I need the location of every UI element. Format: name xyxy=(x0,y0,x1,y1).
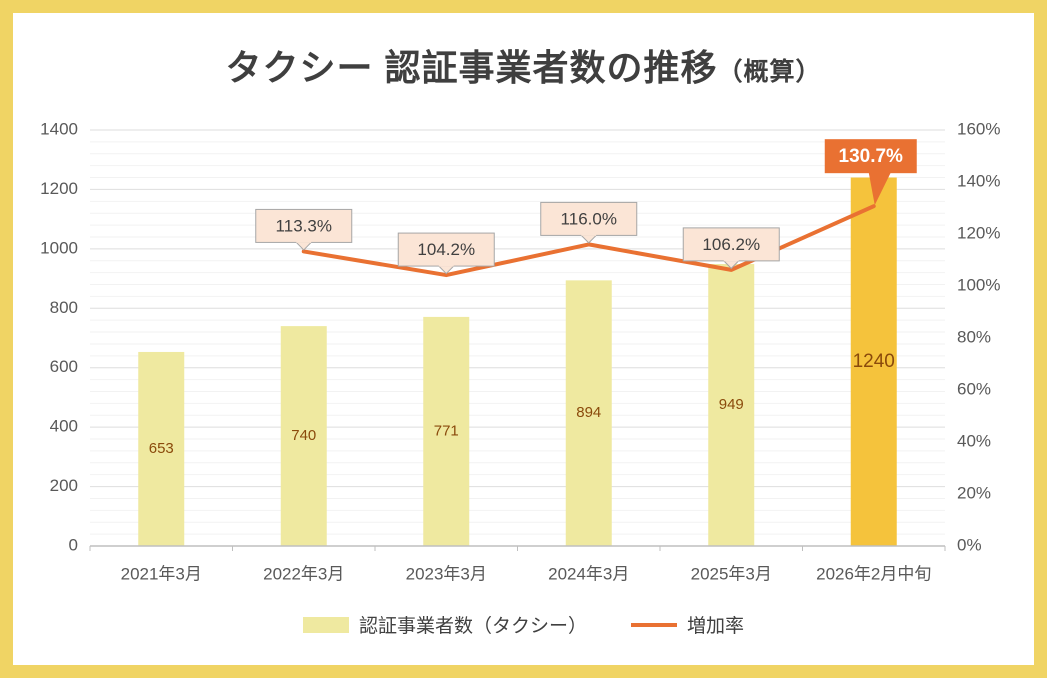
bar-series-label: 認証事業者数（タクシー） xyxy=(358,616,587,637)
right-axis-label: 140% xyxy=(957,171,1000,190)
callout-box xyxy=(824,139,917,174)
right-axis-label: 20% xyxy=(957,483,991,502)
callout-box xyxy=(540,201,638,236)
callout-pointer xyxy=(295,241,313,251)
x-axis-label: 2023年3月 xyxy=(406,564,487,583)
chart-title: タクシー 認証事業者数の推移（概算） xyxy=(13,39,1034,91)
bar-value-label: 653 xyxy=(149,440,174,457)
legend: 認証事業者数（タクシー） 増加率 xyxy=(13,611,1034,638)
bar xyxy=(280,326,327,546)
callout-label: 104.2% xyxy=(417,240,475,259)
x-axis-label: 2026年2月中旬 xyxy=(816,564,931,583)
bar xyxy=(423,316,470,546)
line-series-swatch-icon xyxy=(631,622,677,627)
bar-series-swatch-icon xyxy=(302,616,349,633)
callout-pointer xyxy=(722,259,740,270)
legend-item-bars: 認証事業者数（タクシー） xyxy=(302,611,587,638)
left-axis-label: 1200 xyxy=(40,179,78,198)
callout-label: 116.0% xyxy=(561,209,617,228)
callout-box xyxy=(682,227,780,262)
right-axis-label: 60% xyxy=(957,379,991,398)
right-axis-label: 160% xyxy=(957,119,1000,138)
bar-value-label: 1240 xyxy=(853,351,895,372)
x-axis-label: 2025年3月 xyxy=(691,564,772,583)
chart-title-suffix: （概算） xyxy=(717,58,822,86)
bar xyxy=(138,351,185,546)
left-axis-label: 600 xyxy=(50,357,78,376)
x-axis-label: 2024年3月 xyxy=(548,564,629,583)
callout-join xyxy=(581,233,597,236)
callout-join xyxy=(296,240,312,243)
right-axis-label: 80% xyxy=(957,327,991,346)
x-axis-label: 2022年3月 xyxy=(263,564,344,583)
legend-item-line: 増加率 xyxy=(631,611,744,638)
bar xyxy=(565,280,612,546)
bar-value-label: 894 xyxy=(576,404,601,421)
bar-value-label: 740 xyxy=(291,427,316,444)
callout-label: 130.7% xyxy=(839,146,904,167)
bar-value-label: 949 xyxy=(719,396,744,413)
bar xyxy=(708,264,755,546)
left-axis-label: 800 xyxy=(50,298,78,317)
left-axis-label: 400 xyxy=(50,417,78,436)
bar-value-label: 771 xyxy=(434,422,459,439)
left-axis-label: 1000 xyxy=(40,238,78,257)
left-axis-label: 0 xyxy=(69,535,78,554)
chart-svg: 0 200 400 600 800 1000 1200 1400 0% 20% 40% 60% 80% 1… xyxy=(40,119,1000,583)
right-axis-label: 0% xyxy=(957,535,982,554)
right-axis-label: 120% xyxy=(957,223,1000,242)
callout-join xyxy=(438,264,454,267)
callout-label: 113.3% xyxy=(276,216,332,235)
line-series-label: 増加率 xyxy=(687,616,745,637)
callout-pointer xyxy=(580,234,598,244)
x-axis-label: 2021年3月 xyxy=(121,564,202,583)
callout-pointer xyxy=(437,265,455,275)
right-axis-label: 40% xyxy=(957,431,991,450)
callout-pointer xyxy=(868,172,891,206)
chart-panel: タクシー 認証事業者数の推移（概算） 0 200 400 600 800 1000 1200… xyxy=(13,13,1034,665)
callout-label: 106.2% xyxy=(702,235,760,254)
chart-title-main: タクシー 認証事業者数の推移 xyxy=(225,47,718,88)
left-axis-label: 200 xyxy=(50,476,78,495)
right-axis-label: 100% xyxy=(957,275,1000,294)
bar xyxy=(850,177,897,546)
callout-join xyxy=(723,259,739,262)
left-axis-label: 1400 xyxy=(40,119,78,138)
